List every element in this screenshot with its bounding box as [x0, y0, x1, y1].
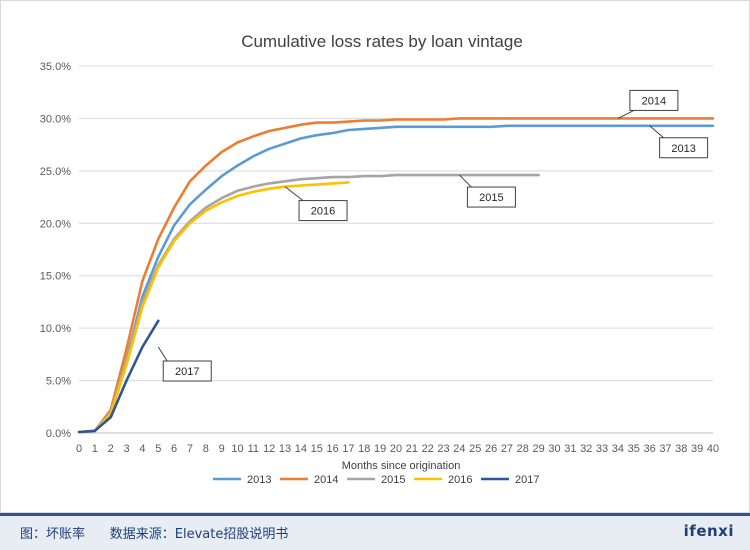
x-tick-label: 36: [643, 443, 655, 455]
x-tick-label: 21: [406, 443, 418, 455]
callout-leader: [459, 174, 472, 188]
x-tick-label: 26: [485, 443, 497, 455]
x-tick-label: 27: [501, 443, 513, 455]
callout-label: 2015: [479, 192, 503, 204]
x-tick-label: 30: [548, 443, 560, 455]
y-tick-label: 20.0%: [40, 218, 71, 230]
legend-label: 2017: [515, 474, 539, 486]
brand-logo: ifenxi: [683, 522, 734, 540]
x-tick-label: 29: [533, 443, 545, 455]
legend-label: 2016: [448, 474, 472, 486]
x-tick-label: 19: [374, 443, 386, 455]
callout-box: [659, 137, 709, 159]
callout-label: 2016: [311, 206, 335, 218]
y-tick-label: 5.0%: [46, 376, 71, 388]
x-tick-label: 16: [326, 443, 338, 455]
x-tick-label: 14: [295, 443, 307, 455]
callout-label: 2013: [671, 143, 695, 155]
x-tick-label: 20: [390, 443, 402, 455]
x-tick-label: 37: [659, 443, 671, 455]
x-tick-label: 40: [707, 443, 719, 455]
x-tick-label: 39: [691, 443, 703, 455]
x-tick-label: 7: [187, 443, 193, 455]
callout-box: [466, 186, 516, 208]
y-tick-label: 35.0%: [40, 61, 71, 73]
x-tick-label: 5: [155, 443, 161, 455]
x-tick-label: 6: [171, 443, 177, 455]
x-tick-label: 15: [311, 443, 323, 455]
x-tick-label: 12: [263, 443, 275, 455]
y-tick-label: 15.0%: [40, 271, 71, 283]
x-tick-label: 17: [342, 443, 354, 455]
x-tick-label: 8: [203, 443, 209, 455]
x-tick-label: 34: [612, 443, 624, 455]
x-tick-label: 9: [219, 443, 225, 455]
series-line-2016: [77, 181, 350, 434]
footer-bar: 图：坏账率 数据来源：Elevate招股说明书 ifenxi: [0, 513, 750, 550]
series-line-2014: [77, 117, 715, 434]
x-tick-label: 31: [564, 443, 576, 455]
x-tick-label: 33: [596, 443, 608, 455]
legend-label: 2014: [314, 474, 338, 486]
x-tick-label: 1: [92, 443, 98, 455]
callout-label: 2014: [642, 95, 666, 107]
callout-leader: [284, 186, 304, 201]
y-tick-label: 0.0%: [46, 428, 71, 440]
chart-title: Cumulative loss rates by loan vintage: [241, 32, 523, 51]
x-tick-label: 13: [279, 443, 291, 455]
x-tick-label: 28: [517, 443, 529, 455]
y-tick-label: 10.0%: [40, 323, 71, 335]
callout-label: 2017: [175, 366, 199, 378]
x-tick-label: 23: [437, 443, 449, 455]
x-tick-label: 22: [422, 443, 434, 455]
callout-box: [298, 200, 348, 222]
callout-box: [162, 360, 212, 382]
callout-leader: [649, 125, 664, 139]
line-chart: Cumulative loss rates by loan vintage 0.0…: [40, 32, 719, 486]
y-tick-label: 30.0%: [40, 113, 71, 125]
callout-box: [629, 89, 679, 111]
series-line-2017: [77, 319, 160, 434]
x-tick-label: 32: [580, 443, 592, 455]
x-tick-label: 3: [123, 443, 129, 455]
chart-frame: Cumulative loss rates by loan vintage 0.0…: [0, 0, 750, 513]
x-tick-label: 0: [76, 443, 82, 455]
series-line-2013: [77, 124, 715, 434]
legend-label: 2015: [381, 474, 405, 486]
footer-caption: 图：坏账率 数据来源：Elevate招股说明书: [20, 527, 289, 542]
x-tick-label: 35: [628, 443, 640, 455]
callout-leader: [157, 346, 168, 362]
x-tick-label: 2: [108, 443, 114, 455]
x-tick-label: 10: [231, 443, 243, 455]
x-tick-label: 38: [675, 443, 687, 455]
x-axis-title: Months since origination: [342, 460, 461, 472]
x-tick-label: 25: [469, 443, 481, 455]
x-tick-label: 18: [358, 443, 370, 455]
legend-label: 2013: [247, 474, 271, 486]
x-tick-label: 11: [248, 443, 259, 455]
callout-leader: [617, 109, 635, 119]
x-tick-label: 24: [453, 443, 465, 455]
y-tick-label: 25.0%: [40, 166, 71, 178]
x-tick-label: 4: [139, 443, 145, 455]
